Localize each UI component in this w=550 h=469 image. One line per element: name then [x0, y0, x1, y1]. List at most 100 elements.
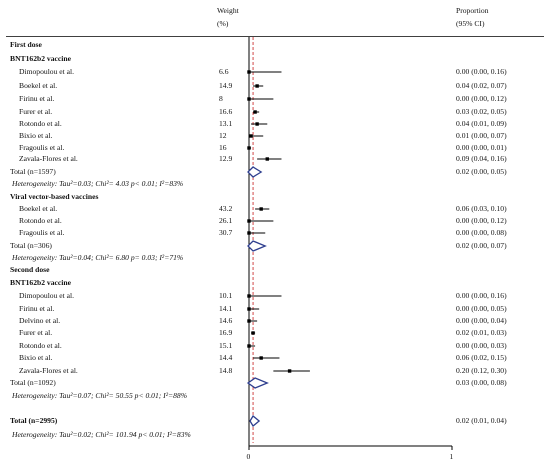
study-point: [247, 231, 251, 235]
study-point: [247, 219, 251, 223]
study-ci-text: 0.02 (0.01, 0.03): [456, 327, 507, 337]
study-point: [253, 110, 257, 114]
study-point: [249, 134, 253, 138]
study-point: [251, 331, 255, 335]
pooled-diamond: [249, 415, 261, 427]
study-point: [247, 97, 251, 101]
proportion-header-label: Proportion: [456, 6, 489, 15]
study-label: Zavala-Flores et al.: [19, 153, 78, 163]
weight-header-label: Weight: [217, 6, 239, 15]
study-weight: 14.6: [219, 315, 233, 325]
x-tick-label: 0: [246, 452, 251, 461]
study-ci-text: 0.00 (0.00, 0.03): [456, 340, 507, 350]
study-label: Rotondo et al.: [19, 215, 62, 225]
study-label: Fragoulis et al.: [19, 227, 65, 237]
study-weight: 6.6: [219, 66, 229, 76]
heterogeneity-label: Heterogeneity: Tau²=0.04; Chi²= 6.80 p= …: [12, 252, 184, 262]
total-label: Total (n=2995): [10, 415, 58, 425]
study-label: Furer et al.: [19, 327, 53, 337]
weight-column-header: Weight (%): [217, 6, 239, 29]
study-weight: 12: [219, 130, 227, 140]
study-weight: 13.1: [219, 118, 233, 128]
section-label: Second dose: [10, 264, 50, 274]
study-label: Zavala-Flores et al.: [19, 365, 78, 375]
study-ci-text: 0.00 (0.00, 0.01): [456, 142, 507, 152]
total-ci-text: 0.02 (0.00, 0.05): [456, 166, 507, 176]
study-point: [259, 356, 263, 360]
study-label: Boekel et al.: [19, 203, 58, 213]
heterogeneity-label: Heterogeneity: Tau²=0.02; Chi²= 101.94 p…: [12, 429, 191, 439]
study-ci-text: 0.00 (0.00, 0.05): [456, 303, 507, 313]
study-weight: 26.1: [219, 215, 233, 225]
heterogeneity-label: Heterogeneity: Tau²=0.07; Chi²= 50.55 p<…: [12, 390, 188, 400]
study-ci-text: 0.04 (0.02, 0.07): [456, 80, 507, 90]
study-point: [247, 344, 251, 348]
study-weight: 14.9: [219, 80, 233, 90]
study-label: Furer et al.: [19, 106, 53, 116]
study-point: [247, 319, 251, 323]
study-weight: 16.9: [219, 327, 233, 337]
study-label: Rotondo et al.: [19, 118, 62, 128]
total-ci-text: 0.02 (0.00, 0.07): [456, 240, 507, 250]
weight-header-unit: (%): [217, 19, 229, 29]
total-label: Total (n=1092): [10, 377, 56, 387]
study-label: Fragoulis et al.: [19, 142, 65, 152]
total-ci-text: 0.02 (0.01, 0.04): [456, 415, 507, 425]
x-tick-label: 1: [449, 452, 454, 461]
pooled-diamond: [247, 240, 267, 252]
study-label: Rotondo et al.: [19, 340, 62, 350]
study-weight: 14.1: [219, 303, 233, 313]
study-point: [247, 70, 251, 74]
study-ci-text: 0.06 (0.02, 0.15): [456, 352, 507, 362]
study-weight: 8: [219, 93, 223, 103]
study-weight: 10.1: [219, 290, 233, 300]
study-ci-text: 0.00 (0.00, 0.08): [456, 227, 507, 237]
study-label: Dimopoulou et al.: [19, 290, 75, 300]
study-label: Delvino et al.: [19, 315, 61, 325]
proportion-header-ci: (95% CI): [456, 19, 485, 29]
study-weight: 12.9: [219, 153, 233, 163]
study-weight: 16: [219, 142, 227, 152]
study-ci-text: 0.00 (0.00, 0.12): [456, 215, 507, 225]
subgroup-label: Viral vector-based vaccines: [10, 191, 99, 201]
study-ci-text: 0.09 (0.04, 0.16): [456, 153, 507, 163]
total-label: Total (n=306): [10, 240, 52, 250]
study-ci-text: 0.00 (0.00, 0.04): [456, 315, 507, 325]
study-point: [255, 122, 259, 126]
section-label: First dose: [10, 40, 42, 49]
study-label: Firinu et al.: [19, 93, 55, 103]
study-point: [265, 157, 269, 161]
study-ci-text: 0.04 (0.01, 0.09): [456, 118, 507, 128]
study-weight: 15.1: [219, 340, 233, 350]
study-ci-text: 0.01 (0.00, 0.07): [456, 130, 507, 140]
study-weight: 16.6: [219, 106, 233, 116]
study-label: Bixio et al.: [19, 352, 53, 362]
pooled-diamond: [247, 166, 263, 178]
study-ci-text: 0.06 (0.03, 0.10): [456, 203, 507, 213]
subgroup-label: BNT162b2 vaccine: [10, 53, 71, 63]
study-label: Boekel et al.: [19, 80, 58, 90]
study-point: [255, 84, 259, 88]
study-weight: 30.7: [219, 227, 233, 237]
study-label: Bixio et al.: [19, 130, 53, 140]
study-weight: 14.8: [219, 365, 233, 375]
study-point: [259, 207, 263, 211]
study-point: [247, 146, 251, 150]
study-ci-text: 0.03 (0.02, 0.05): [456, 106, 507, 116]
total-label: Total (n=1597): [10, 166, 56, 176]
study-label: Firinu et al.: [19, 303, 55, 313]
heterogeneity-label: Heterogeneity: Tau²=0.03; Chi²= 4.03 p< …: [12, 178, 184, 188]
study-point: [247, 307, 251, 311]
study-weight: 43.2: [219, 203, 233, 213]
proportion-column-header: Proportion (95% CI): [456, 6, 489, 29]
study-ci-text: 0.20 (0.12, 0.30): [456, 365, 507, 375]
study-label: Dimopoulou et al.: [19, 66, 75, 76]
subgroup-label: BNT162b2 vaccine: [10, 277, 71, 287]
study-ci-text: 0.00 (0.00, 0.12): [456, 93, 507, 103]
total-ci-text: 0.03 (0.00, 0.08): [456, 377, 507, 387]
study-ci-text: 0.00 (0.00, 0.16): [456, 290, 507, 300]
pooled-diamond: [246, 377, 269, 389]
study-point: [247, 294, 251, 298]
study-point: [287, 369, 292, 373]
study-ci-text: 0.00 (0.00, 0.16): [456, 66, 507, 76]
